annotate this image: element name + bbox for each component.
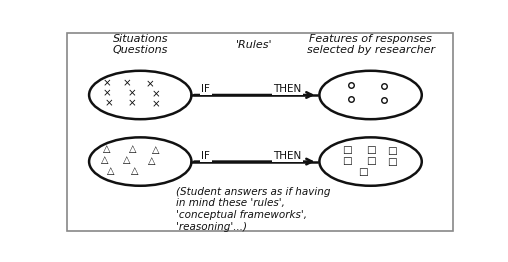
Text: THEN: THEN xyxy=(273,151,302,161)
Text: (Student answers as if having
in mind these 'rules',
'conceptual frameworks',
'r: (Student answers as if having in mind th… xyxy=(176,187,330,232)
Text: □: □ xyxy=(342,156,352,166)
Text: △: △ xyxy=(107,166,114,176)
FancyBboxPatch shape xyxy=(68,34,453,231)
Text: △: △ xyxy=(131,166,138,176)
Text: □: □ xyxy=(342,145,352,155)
Text: △: △ xyxy=(148,156,156,166)
Text: △: △ xyxy=(103,144,111,155)
Text: ×: × xyxy=(152,99,161,109)
Text: IF: IF xyxy=(201,84,210,94)
Text: THEN: THEN xyxy=(273,84,302,94)
Text: ×: × xyxy=(103,78,111,88)
Ellipse shape xyxy=(320,137,422,186)
Text: △: △ xyxy=(123,155,130,165)
Text: △: △ xyxy=(101,155,109,165)
Text: ×: × xyxy=(146,79,154,89)
Text: ×: × xyxy=(128,88,137,98)
Text: □: □ xyxy=(358,167,368,177)
Text: 'Rules': 'Rules' xyxy=(236,40,273,50)
Text: Features of responses
selected by researcher: Features of responses selected by resear… xyxy=(306,34,435,55)
Text: △: △ xyxy=(152,145,160,155)
Text: ×: × xyxy=(152,89,161,99)
Text: □: □ xyxy=(388,146,397,156)
Ellipse shape xyxy=(89,71,192,119)
Text: △: △ xyxy=(129,144,136,155)
Ellipse shape xyxy=(89,137,192,186)
Text: ×: × xyxy=(103,88,111,98)
Text: ×: × xyxy=(105,98,113,108)
Text: Situations
Questions: Situations Questions xyxy=(112,34,168,55)
Text: □: □ xyxy=(388,157,397,167)
Text: □: □ xyxy=(366,145,375,155)
Ellipse shape xyxy=(320,71,422,119)
Text: ×: × xyxy=(128,98,137,108)
Text: IF: IF xyxy=(201,151,210,161)
Text: □: □ xyxy=(366,156,375,166)
Text: ×: × xyxy=(122,78,131,88)
